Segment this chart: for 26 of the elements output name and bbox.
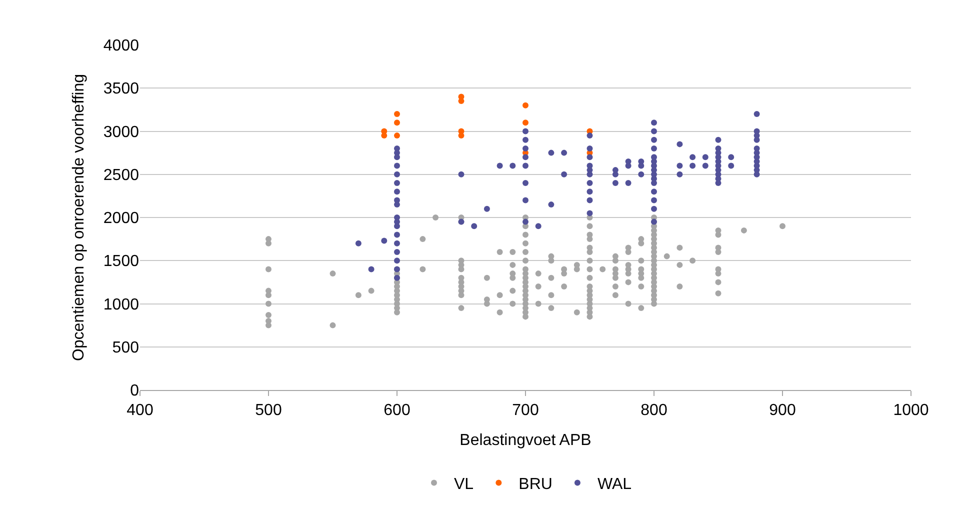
y-tick-label: 2500 xyxy=(103,166,140,184)
x-tick-label: 500 xyxy=(255,402,282,420)
y-axis-title: Opcentiemen op onroerende voorheffing xyxy=(70,74,88,362)
point xyxy=(394,111,400,117)
point xyxy=(522,120,528,126)
y-tick-label: 2000 xyxy=(103,210,140,228)
x-axis-title: Belastingvoet APB xyxy=(460,432,592,449)
x-tick-label: 1000 xyxy=(893,402,929,420)
legend-label: BRU xyxy=(518,476,552,494)
point xyxy=(394,120,400,126)
x-tick-label: 800 xyxy=(640,402,668,420)
x-tick-label: 700 xyxy=(512,402,539,420)
legend-label: VL xyxy=(454,476,474,494)
x-tick-label: 400 xyxy=(126,402,154,420)
y-tick-label: 500 xyxy=(112,339,140,356)
point xyxy=(394,132,400,139)
x-tick-label: 600 xyxy=(384,402,410,420)
y-tick-label: 1000 xyxy=(103,296,140,314)
y-tick-label: 4000 xyxy=(103,38,140,55)
y-tick-label: 3000 xyxy=(103,124,140,141)
point xyxy=(522,102,528,108)
legend-label: WAL xyxy=(597,476,632,494)
y-tick-label: 0 xyxy=(130,382,140,400)
x-tick-label: 900 xyxy=(769,402,796,420)
y-tick-label: 3500 xyxy=(103,80,140,98)
y-tick-label: 1500 xyxy=(103,253,140,270)
